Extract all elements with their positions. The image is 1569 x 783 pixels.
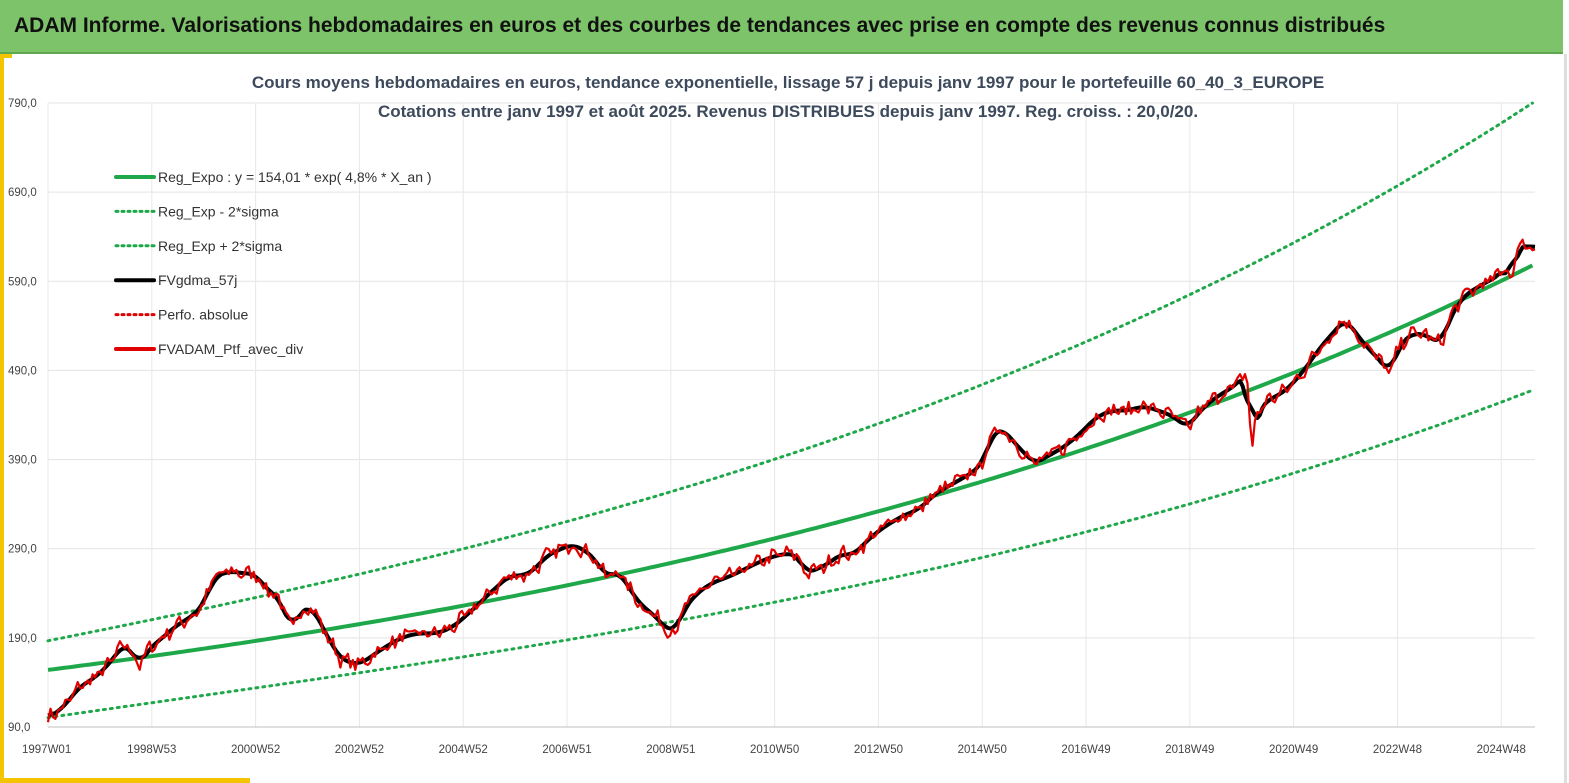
y-tick-label: 190,0 [8,633,37,645]
chart-title-line-1: Cours moyens hebdomadaires en euros, ten… [252,73,1324,92]
y-tick-label: 290,0 [8,544,37,556]
accent-bar-bottom [0,778,250,783]
y-tick-label: 690,0 [8,187,37,199]
x-tick-label: 2016W49 [1061,744,1110,756]
x-tick-label: 2012W50 [854,744,903,756]
x-tick-label: 2018W49 [1165,744,1214,756]
accent-bar-left [0,54,4,783]
accent-bar-top [4,54,12,58]
legend-label: Perfo. absolue [158,307,248,323]
x-tick-label: 1998W53 [127,744,176,756]
x-tick-label: 2000W52 [231,744,280,756]
y-tick-label: 790,0 [8,98,37,110]
frame-edge-right [1564,54,1567,783]
series-fvadam-ptf-avec-div [46,238,1536,723]
x-tick-label: 1997W01 [22,744,71,756]
y-tick-label: 390,0 [8,455,37,467]
x-tick-label: 2014W50 [958,744,1007,756]
y-tick-label: 490,0 [8,365,37,377]
series-layer [46,101,1536,723]
series-reg-exp-plus-2sigma [46,101,1534,643]
x-tick-label: 2006W51 [542,744,591,756]
x-tick-label: 2008W51 [646,744,695,756]
x-tick-label: 2022W48 [1373,744,1422,756]
legend: Reg_Expo : y = 154,01 * exp( 4,8% * X_an… [114,169,432,357]
legend-label: Reg_Exp + 2*sigma [158,238,282,254]
legend-label: Reg_Expo : y = 154,01 * exp( 4,8% * X_an… [158,169,432,185]
chart: Cours moyens hebdomadaires en euros, ten… [8,73,1536,756]
x-tick-label: 2010W50 [750,744,799,756]
header-bar: ADAM Informe. Valorisations hebdomadaire… [0,0,1563,54]
series-reg-expo [47,263,1534,672]
y-tick-label: 590,0 [8,276,37,288]
series-fvgdma-57j [47,244,1536,718]
legend-label: FVgdma_57j [158,272,237,288]
x-tick-label: 2024W48 [1477,744,1526,756]
chart-title-line-2: Cotations entre janv 1997 et août 2025. … [378,102,1198,121]
series-reg-exp-minus-2sigma [46,388,1534,720]
x-tick-label: 2004W52 [439,744,488,756]
gridlines [47,102,1535,728]
legend-label: Reg_Exp - 2*sigma [158,203,279,219]
legend-label: FVADAM_Ptf_avec_div [158,341,303,357]
x-tick-label: 2002W52 [335,744,384,756]
x-tick-label: 2020W49 [1269,744,1318,756]
x-axis-ticks: 1997W01 1998W53 2000W52 2002W52 2004W52 2006W… [22,744,1526,756]
page-title: ADAM Informe. Valorisations hebdomadaire… [14,14,1386,37]
y-tick-label: 90,0 [8,722,30,734]
y-axis-ticks: 790,0 690,0 590,0 490,0 390,0 290,0 190,0 90,0 [8,98,37,734]
